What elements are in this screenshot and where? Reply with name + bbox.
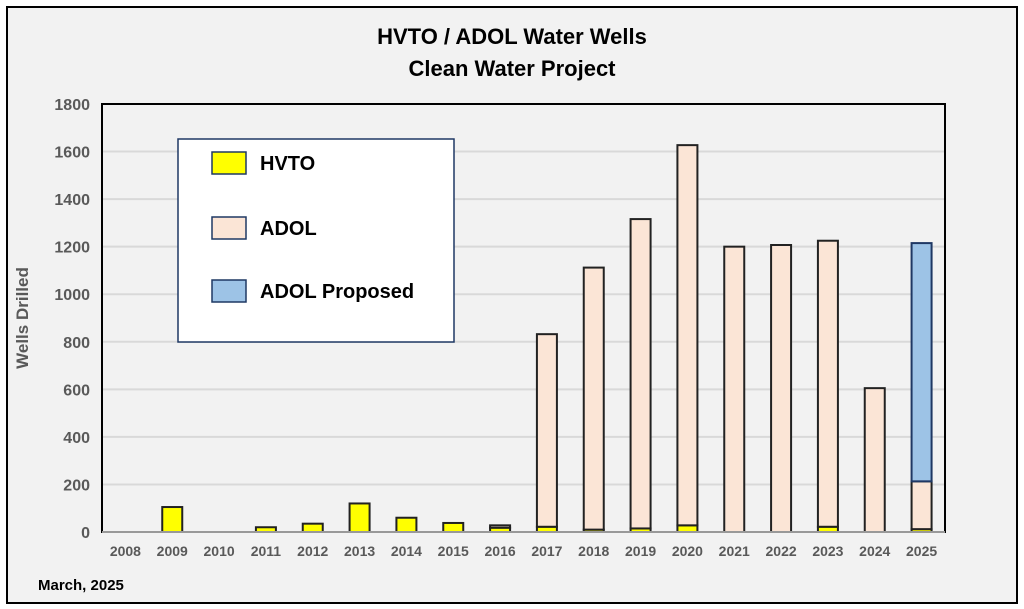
x-tick-label: 2023 bbox=[812, 543, 843, 559]
x-tick-label: 2013 bbox=[344, 543, 375, 559]
legend-swatch bbox=[211, 151, 247, 175]
chart-title: HVTO / ADOL Water Wells bbox=[377, 24, 647, 49]
x-tick-label: 2016 bbox=[485, 543, 516, 559]
bar-adol-2017 bbox=[535, 333, 558, 528]
bar-hvto-2015 bbox=[442, 521, 465, 533]
x-tick-label: 2018 bbox=[578, 543, 609, 559]
bar-hvto-2012 bbox=[301, 522, 324, 534]
x-tick-label: 2011 bbox=[251, 543, 282, 559]
legend-label: ADOL Proposed bbox=[260, 281, 414, 303]
y-tick-label: 1600 bbox=[54, 145, 90, 162]
x-tick-label: 2015 bbox=[438, 543, 469, 559]
x-tick-label: 2020 bbox=[672, 543, 703, 559]
bar-adol-2024 bbox=[863, 387, 886, 533]
bar-adol-2019 bbox=[629, 218, 652, 530]
legend: HVTO ADOL ADOL Proposed bbox=[177, 138, 455, 343]
x-tick-label: 2022 bbox=[766, 543, 797, 559]
x-tick-label: 2019 bbox=[625, 543, 656, 559]
x-tick-label: 2014 bbox=[391, 543, 422, 559]
legend-label: HVTO bbox=[260, 153, 315, 175]
bar-adol-proposed-2025 bbox=[910, 242, 933, 483]
x-tick-label: 2008 bbox=[110, 543, 141, 559]
chart-frame bbox=[6, 6, 1018, 604]
bar-adol-2023 bbox=[816, 239, 839, 528]
x-tick-label: 2025 bbox=[906, 543, 937, 559]
y-tick-label: 800 bbox=[63, 335, 90, 352]
y-axis-label: Wells Drilled bbox=[13, 267, 32, 369]
y-tick-label: 600 bbox=[63, 382, 90, 399]
y-tick-label: 1800 bbox=[54, 97, 90, 114]
legend-label: ADOL bbox=[260, 218, 317, 240]
chart-subtitle: Clean Water Project bbox=[408, 56, 616, 81]
bar-adol-2018 bbox=[582, 266, 605, 531]
y-tick-label: 200 bbox=[63, 477, 90, 494]
x-tick-label: 2017 bbox=[531, 543, 562, 559]
bar-hvto-2014 bbox=[395, 516, 418, 534]
footnote: March, 2025 bbox=[38, 577, 124, 594]
bar-adol-2021 bbox=[723, 245, 746, 534]
bar-adol-2020 bbox=[676, 144, 699, 527]
bar-adol-2022 bbox=[770, 244, 793, 533]
y-tick-label: 0 bbox=[81, 525, 90, 542]
legend-swatch bbox=[211, 279, 247, 303]
y-tick-label: 400 bbox=[63, 430, 90, 447]
x-tick-label: 2009 bbox=[157, 543, 188, 559]
bar-hvto-2013 bbox=[348, 502, 371, 534]
bar-adol-2016 bbox=[489, 524, 512, 529]
bar-adol-2025 bbox=[910, 480, 933, 531]
x-tick-label: 2024 bbox=[859, 543, 890, 559]
x-tick-label: 2021 bbox=[719, 543, 750, 559]
y-tick-label: 1000 bbox=[54, 287, 90, 304]
y-tick-label: 1200 bbox=[54, 240, 90, 257]
y-tick-label: 1400 bbox=[54, 192, 90, 209]
x-tick-label: 2010 bbox=[204, 543, 235, 559]
legend-swatch bbox=[211, 216, 247, 240]
bar-hvto-2009 bbox=[161, 506, 184, 533]
x-tick-label: 2012 bbox=[297, 543, 328, 559]
